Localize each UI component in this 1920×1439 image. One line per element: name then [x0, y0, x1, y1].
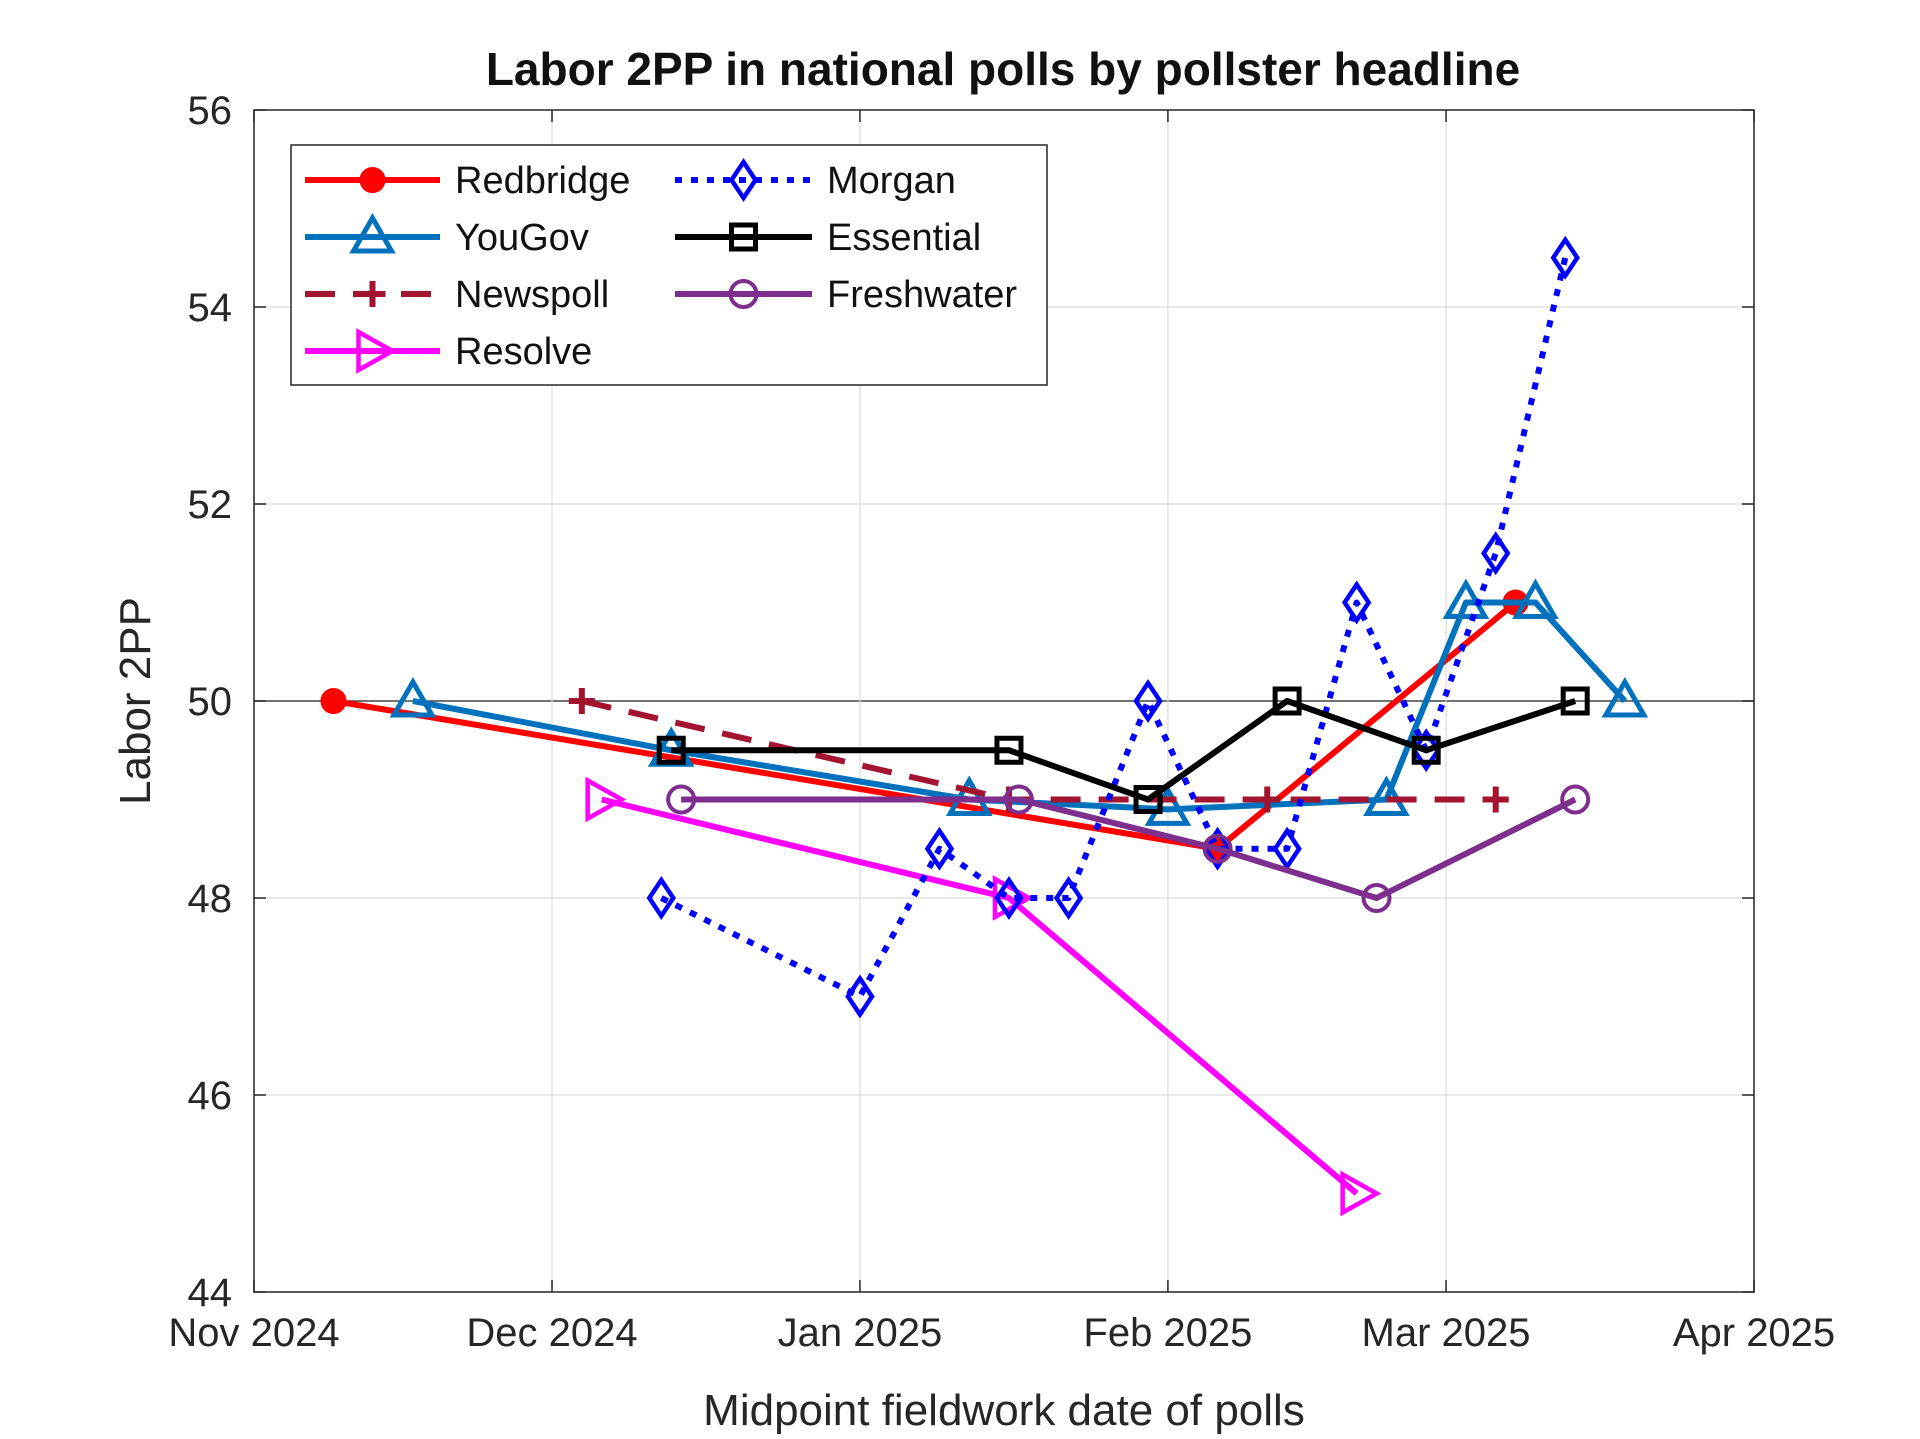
- y-tick-label: 48: [188, 877, 233, 921]
- series-layer: [320, 235, 1649, 1217]
- legend-label-yougov: YouGov: [455, 217, 589, 259]
- data-point-yougov: [1512, 578, 1559, 619]
- legend: Redbridge YouGov Newspoll Resolve Morgan Esse…: [290, 144, 1048, 386]
- data-point-freshwater: [1560, 784, 1591, 815]
- legend-marker-resolve: [356, 328, 398, 374]
- data-point-essential: [994, 735, 1024, 765]
- legend-marker-redbridge: [359, 167, 386, 193]
- data-point-essential: [1133, 785, 1163, 814]
- data-point-freshwater: [1003, 784, 1034, 815]
- legend-label-resolve: Resolve: [455, 331, 592, 373]
- legend-item-redbridge: Redbridge: [305, 160, 630, 202]
- series-essential: [656, 686, 1590, 814]
- series-line-resolve: [600, 796, 1359, 1196]
- data-point-freshwater: [1361, 883, 1392, 913]
- x-tick-label: Dec 2024: [466, 1311, 637, 1355]
- y-axis: 44 46 48 50 52 54 56: [188, 89, 1754, 1315]
- x-axis: Nov 2024 Dec 2024 Jan 2025 Feb 2025 Mar 2025…: [168, 110, 1835, 1355]
- data-point-essential: [1560, 686, 1590, 716]
- data-point-morgan: [994, 875, 1024, 921]
- data-point-yougov: [1442, 578, 1490, 619]
- data-point-freshwater: [666, 784, 697, 815]
- legend-marker-freshwater: [728, 279, 759, 309]
- data-point-essential: [1272, 686, 1302, 716]
- legend-label-freshwater: Freshwater: [827, 274, 1017, 316]
- legend-label-essential: Essential: [827, 217, 981, 259]
- legend-item-freshwater: Freshwater: [675, 274, 1017, 316]
- y-tick-label: 50: [188, 680, 233, 724]
- series-line-freshwater: [681, 796, 1577, 901]
- data-point-morgan: [1202, 826, 1233, 871]
- data-point-freshwater: [1202, 833, 1233, 864]
- legend-item-resolve: Resolve: [305, 328, 592, 374]
- data-point-morgan: [1481, 531, 1511, 576]
- legend-item-newspoll: Newspoll: [305, 274, 609, 316]
- legend-marker-yougov: [349, 212, 396, 254]
- legend-item-yougov: YouGov: [305, 212, 589, 259]
- data-point-essential: [656, 735, 686, 765]
- series-line-essential: [671, 698, 1577, 803]
- y-tick-label: 54: [188, 286, 233, 330]
- data-point-morgan: [1550, 235, 1580, 280]
- data-point-morgan: [1272, 826, 1302, 871]
- x-tick-label: Apr 2025: [1673, 1311, 1835, 1355]
- legend-label-redbridge: Redbridge: [455, 160, 630, 202]
- y-tick-label: 56: [188, 89, 233, 133]
- data-point-morgan: [1341, 580, 1372, 625]
- plot-frame: [253, 109, 1755, 1293]
- data-point-resolve: [1340, 1170, 1382, 1217]
- legend-marker-essential: [729, 222, 758, 252]
- data-point-newspoll: [568, 688, 595, 714]
- legend-marker-newspoll: [359, 281, 386, 307]
- y-tick-label: 44: [188, 1271, 233, 1315]
- x-tick-label: Nov 2024: [168, 1311, 339, 1355]
- data-point-newspoll: [1482, 786, 1509, 813]
- legend-box: [290, 144, 1048, 386]
- data-point-resolve: [585, 776, 627, 823]
- y-axis-label: Labor 2PP: [111, 597, 160, 805]
- data-point-newspoll: [1254, 786, 1281, 813]
- x-tick-label: Mar 2025: [1362, 1311, 1531, 1355]
- data-point-essential: [1411, 735, 1441, 765]
- data-point-yougov: [1601, 676, 1649, 718]
- data-point-redbridge: [320, 688, 347, 714]
- chart-title: Labor 2PP in national polls by pollster …: [486, 43, 1520, 95]
- data-point-morgan: [1053, 875, 1084, 921]
- legend-marker-morgan: [728, 157, 759, 203]
- data-point-yougov: [389, 676, 437, 718]
- x-tick-label: Feb 2025: [1083, 1311, 1252, 1355]
- legend-label-morgan: Morgan: [827, 160, 956, 202]
- data-point-morgan: [845, 974, 875, 1019]
- y-tick-label: 46: [188, 1074, 233, 1118]
- legend-label-newspoll: Newspoll: [455, 274, 609, 316]
- series-freshwater: [666, 784, 1591, 913]
- x-axis-label: Midpoint fieldwork date of polls: [703, 1386, 1305, 1435]
- legend-item-morgan: Morgan: [675, 157, 956, 203]
- data-point-morgan: [646, 875, 676, 921]
- data-point-morgan: [924, 826, 955, 871]
- data-point-morgan: [1133, 678, 1163, 724]
- y-tick-label: 52: [188, 483, 233, 527]
- x-tick-label: Jan 2025: [778, 1311, 943, 1355]
- legend-item-essential: Essential: [675, 217, 981, 259]
